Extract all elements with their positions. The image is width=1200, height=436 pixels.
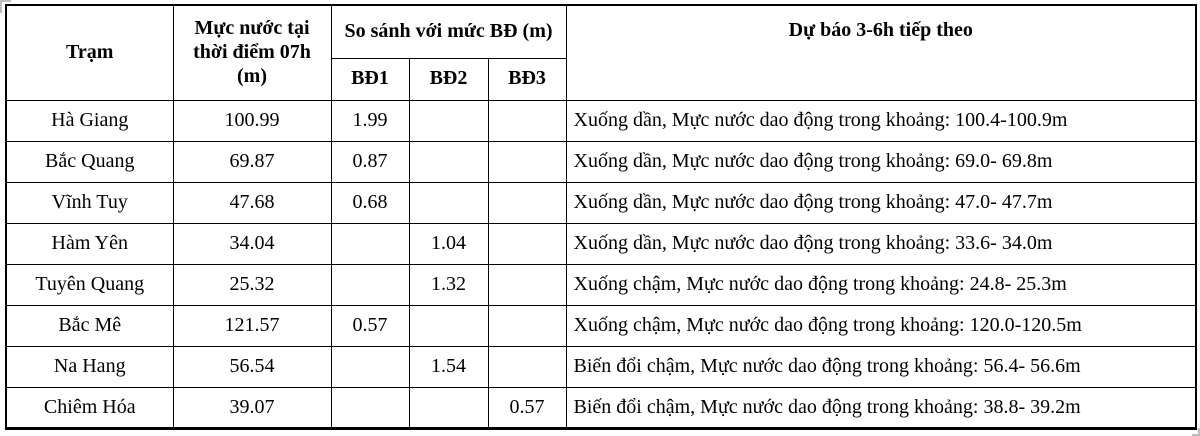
forecast-cell: Biến đổi chậm, Mực nước dao động trong k… <box>565 386 1197 429</box>
bd3-cell <box>487 99 567 142</box>
col-header-compare-group: So sánh với mức BĐ (m) <box>330 4 567 59</box>
bd1-cell: 0.87 <box>330 140 410 183</box>
level-cell: 47.68 <box>172 181 332 224</box>
bd3-cell <box>487 304 567 347</box>
bd3-cell <box>487 263 567 306</box>
bd3-cell <box>487 345 567 388</box>
bd1-cell: 0.68 <box>330 181 410 224</box>
bd1-cell <box>330 386 410 429</box>
table-row: Tuyên Quang 25.32 1.32 Xuống chậm, Mực n… <box>5 263 1197 306</box>
col-header-bd1: BĐ1 <box>330 57 410 101</box>
table-row: Bắc Mê 121.57 0.57 Xuống chậm, Mực nước … <box>5 304 1197 347</box>
water-level-table: Trạm Mực nước tại thời điểm 07h (m) So s… <box>5 4 1198 430</box>
forecast-cell: Xuống dần, Mực nước dao động trong khoản… <box>565 222 1197 265</box>
station-cell: Vĩnh Tuy <box>5 181 174 224</box>
level-cell: 39.07 <box>172 386 332 429</box>
bd2-cell <box>408 386 489 429</box>
station-cell: Chiêm Hóa <box>5 386 174 429</box>
col-header-bd3: BĐ3 <box>487 57 567 101</box>
page-corner-mark <box>0 0 11 13</box>
bd2-cell <box>408 304 489 347</box>
forecast-cell: Xuống dần, Mực nước dao động trong khoản… <box>565 99 1197 142</box>
bd2-cell: 1.04 <box>408 222 489 265</box>
bd3-cell <box>487 222 567 265</box>
table-row: Bắc Quang 69.87 0.87 Xuống dần, Mực nước… <box>5 140 1197 183</box>
table-row: Hàm Yên 34.04 1.04 Xuống dần, Mực nước d… <box>5 222 1197 265</box>
table-row: Vĩnh Tuy 47.68 0.68 Xuống dần, Mực nước … <box>5 181 1197 224</box>
bd1-cell: 0.57 <box>330 304 410 347</box>
station-cell: Bắc Quang <box>5 140 174 183</box>
header-row-top: Trạm Mực nước tại thời điểm 07h (m) So s… <box>5 4 1197 101</box>
bd3-cell: 0.57 <box>487 386 567 429</box>
bd2-cell: 1.54 <box>408 345 489 388</box>
level-cell: 25.32 <box>172 263 332 306</box>
bd2-cell: 1.32 <box>408 263 489 306</box>
station-cell: Hà Giang <box>5 99 174 142</box>
forecast-cell: Xuống chậm, Mực nước dao động trong khoả… <box>565 304 1197 347</box>
table-row: Na Hang 56.54 1.54 Biến đổi chậm, Mực nư… <box>5 345 1197 388</box>
table-row: Hà Giang 100.99 1.99 Xuống dần, Mực nước… <box>5 99 1197 142</box>
col-header-forecast: Dự báo 3-6h tiếp theo <box>565 4 1197 101</box>
level-cell: 100.99 <box>172 99 332 142</box>
bd3-cell <box>487 181 567 224</box>
table-header: Trạm Mực nước tại thời điểm 07h (m) So s… <box>5 4 1197 101</box>
col-header-bd2: BĐ2 <box>408 57 489 101</box>
table-row: Chiêm Hóa 39.07 0.57 Biến đổi chậm, Mực … <box>5 386 1197 429</box>
level-cell: 121.57 <box>172 304 332 347</box>
col-header-station: Trạm <box>5 4 174 101</box>
bd1-cell <box>330 345 410 388</box>
bd1-cell: 1.99 <box>330 99 410 142</box>
level-cell: 56.54 <box>172 345 332 388</box>
level-cell: 69.87 <box>172 140 332 183</box>
station-cell: Bắc Mê <box>5 304 174 347</box>
forecast-cell: Xuống dần, Mực nước dao động trong khoản… <box>565 140 1197 183</box>
station-cell: Hàm Yên <box>5 222 174 265</box>
station-cell: Na Hang <box>5 345 174 388</box>
table-body: Hà Giang 100.99 1.99 Xuống dần, Mực nước… <box>5 99 1197 429</box>
station-cell: Tuyên Quang <box>5 263 174 306</box>
bd1-cell <box>330 222 410 265</box>
water-level-table-container: Trạm Mực nước tại thời điểm 07h (m) So s… <box>5 4 1198 430</box>
bd3-cell <box>487 140 567 183</box>
col-header-water-level: Mực nước tại thời điểm 07h (m) <box>172 4 332 101</box>
forecast-cell: Xuống dần, Mực nước dao động trong khoản… <box>565 181 1197 224</box>
bd2-cell <box>408 181 489 224</box>
forecast-cell: Biến đổi chậm, Mực nước dao động trong k… <box>565 345 1197 388</box>
forecast-cell: Xuống chậm, Mực nước dao động trong khoả… <box>565 263 1197 306</box>
level-cell: 34.04 <box>172 222 332 265</box>
bd2-cell <box>408 140 489 183</box>
bd2-cell <box>408 99 489 142</box>
bd1-cell <box>330 263 410 306</box>
